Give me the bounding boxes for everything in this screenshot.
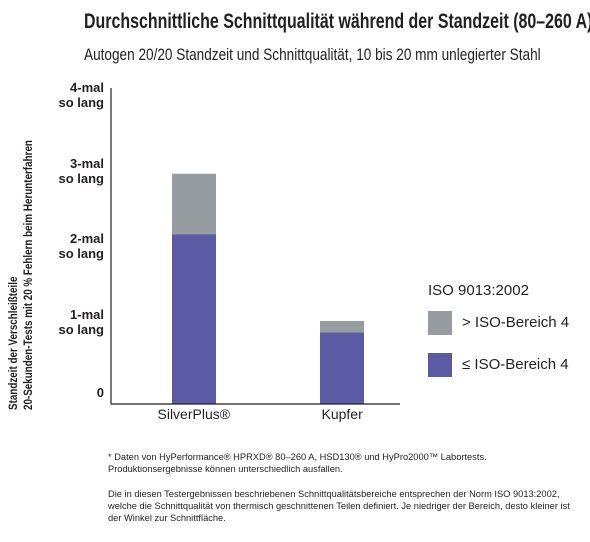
y-tick-label: 3-mal so lang: [58, 155, 104, 186]
footnotes: * Daten von HyPerformance® HPRXD® 80–260…: [108, 451, 578, 537]
y-tick-label: 0: [96, 385, 104, 400]
bar-kupfer-within-range: [320, 332, 364, 404]
bar-silverplus-above-range: [172, 173, 216, 235]
x-tick-label: SilverPlus®: [157, 406, 231, 422]
chart-title: Durchschnittliche Schnittqualität währen…: [84, 10, 590, 33]
y-tick-label: 2-mal so lang: [58, 231, 104, 261]
footnote-data-source: * Daten von HyPerformance® HPRXD® 80–260…: [108, 452, 487, 474]
y-tick-label: 1-mal so lang: [58, 306, 104, 337]
bar-chart: [110, 88, 400, 405]
chart-subtitle: Autogen 20/20 Standzeit und Schnittquali…: [84, 45, 541, 64]
footnote-iso-explanation: Die in diesen Testergebnissen beschriebe…: [108, 489, 570, 523]
legend-label-within-range: ≤ ISO-Bereich 4: [462, 356, 569, 373]
y-tick-label: 4-mal so lang: [58, 80, 104, 110]
bar-kupfer-above-range: [320, 320, 364, 333]
legend-label-above-range: > ISO-Bereich 4: [462, 314, 570, 331]
legend-swatch-above-range: [428, 311, 452, 335]
x-tick-label: Kupfer: [321, 406, 363, 422]
bar-silverplus-within-range: [172, 234, 216, 404]
legend-swatch-within-range: [428, 353, 452, 377]
legend-title: ISO 9013:2002: [428, 282, 529, 299]
